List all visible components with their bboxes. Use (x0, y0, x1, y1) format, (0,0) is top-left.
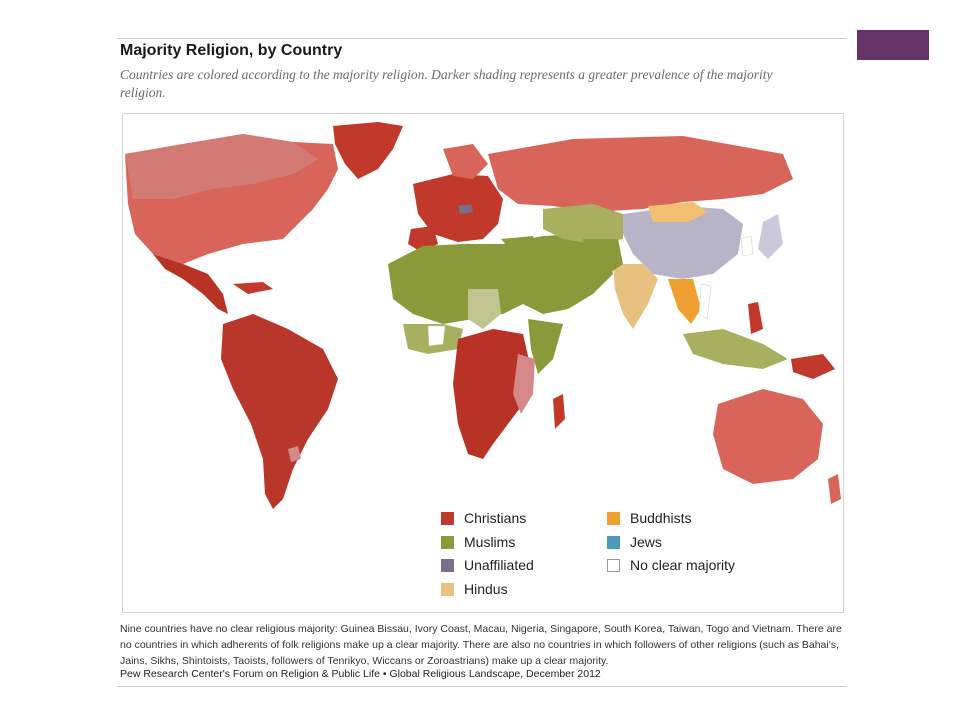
region-southeast-asia-buddhist (668, 279, 701, 324)
region-canada-north (125, 134, 318, 199)
legend-label-jews: Jews (630, 534, 662, 550)
region-iberia (408, 226, 438, 252)
top-divider (117, 38, 847, 39)
region-horn-of-africa (528, 319, 563, 374)
region-madagascar (553, 394, 565, 429)
region-europe (413, 174, 503, 242)
region-vietnam (698, 283, 712, 320)
legend-label-unaffiliated: Unaffiliated (464, 557, 534, 573)
region-china (623, 206, 743, 279)
region-australia (713, 389, 823, 484)
region-turkey (501, 236, 538, 252)
legend-swatch-no-clear-majority (607, 558, 620, 572)
slide-accent-block (857, 30, 929, 60)
region-indonesia-malaysia (683, 329, 788, 369)
legend-swatch-unaffiliated (441, 558, 454, 572)
region-east-africa (513, 354, 535, 414)
legend-label-muslims: Muslims (464, 534, 516, 550)
figure-title: Majority Religion, by Country (120, 42, 343, 59)
figure-footnote: Nine countries have no clear religious m… (120, 623, 842, 667)
map-legend: Christians Buddhists Muslims Jews Unaffi… (441, 509, 781, 609)
region-south-america (221, 314, 338, 509)
legend-item-jews: Jews (607, 533, 662, 551)
legend-label-christians: Christians (464, 510, 527, 526)
region-central-africa (453, 329, 531, 459)
legend-item-hindus: Hindus (441, 580, 508, 598)
legend-item-buddhists: Buddhists (607, 509, 691, 527)
region-greenland (333, 122, 403, 179)
region-korea (740, 235, 754, 257)
legend-item-no-clear-majority: No clear majority (607, 556, 735, 574)
legend-item-unaffiliated: Unaffiliated (441, 556, 534, 574)
world-map (125, 122, 841, 509)
legend-swatch-hindus (441, 582, 454, 596)
region-philippines (748, 302, 763, 334)
legend-swatch-jews (607, 535, 620, 549)
region-india (613, 264, 658, 329)
region-scandinavia (443, 144, 488, 179)
region-central-asia (543, 204, 623, 244)
legend-swatch-muslims (441, 535, 454, 549)
legend-swatch-buddhists (607, 511, 620, 525)
region-russia (488, 136, 793, 212)
legend-label-no-clear-majority: No clear majority (630, 557, 736, 573)
legend-label-hindus: Hindus (464, 581, 508, 597)
region-japan (758, 214, 783, 259)
region-pakistan-afghanistan (583, 239, 623, 274)
region-papua (791, 354, 835, 379)
legend-item-christians: Christians (441, 509, 526, 527)
region-caribbean (233, 282, 273, 294)
bottom-divider (117, 686, 847, 687)
legend-label-buddhists: Buddhists (630, 510, 692, 526)
figure-subtitle: Countries are colored according to the m… (120, 67, 773, 100)
region-sudan-chad (468, 289, 501, 329)
region-west-africa-no-majority (427, 325, 446, 347)
legend-swatch-christians (441, 511, 454, 525)
region-uruguay (288, 446, 301, 462)
region-north-africa-middle-east (388, 234, 613, 324)
region-new-zealand (828, 474, 841, 504)
figure-source: Pew Research Center's Forum on Religion … (120, 668, 601, 680)
world-map-frame: Christians Buddhists Muslims Jews Unaffi… (122, 113, 844, 613)
legend-item-muslims: Muslims (441, 533, 515, 551)
region-mexico (153, 254, 228, 314)
region-czechia (458, 204, 473, 214)
region-mongolia (648, 202, 708, 222)
